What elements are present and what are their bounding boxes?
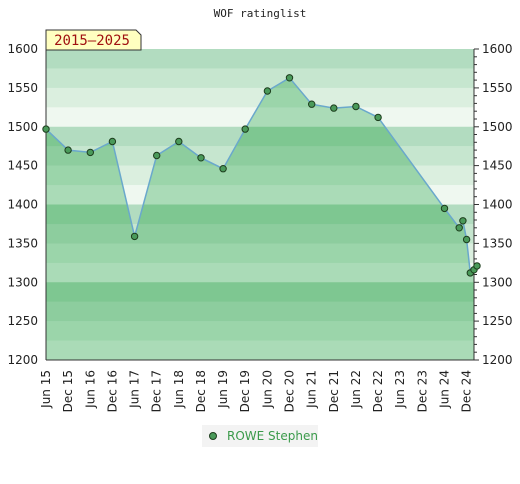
x-tick-label: Dec 21 bbox=[327, 370, 341, 412]
x-tick-label: Jun 24 bbox=[438, 370, 452, 409]
data-point bbox=[473, 262, 481, 270]
data-point bbox=[263, 87, 272, 95]
x-tick-label: Dec 15 bbox=[61, 370, 75, 412]
background-band bbox=[46, 49, 474, 69]
area-band bbox=[46, 282, 474, 302]
legend-box bbox=[202, 425, 318, 447]
area-band bbox=[46, 262, 474, 283]
x-tick-label: Dec 17 bbox=[150, 370, 164, 412]
x-tick-label: Dec 18 bbox=[194, 370, 208, 412]
data-point bbox=[440, 204, 449, 213]
x-tick-label: Dec 20 bbox=[283, 370, 297, 412]
data-point bbox=[175, 137, 183, 146]
data-point bbox=[462, 235, 471, 244]
x-tick-label: Dec 24 bbox=[460, 370, 474, 412]
x-tick-label: Jun 18 bbox=[172, 370, 186, 409]
data-point bbox=[285, 74, 294, 82]
data-point bbox=[153, 151, 161, 160]
period-badge: 2015–2025 bbox=[45, 29, 142, 51]
y-tick-label-right: 1200 bbox=[482, 353, 513, 367]
y-tick-label-left: 1400 bbox=[7, 198, 38, 212]
area-band bbox=[46, 223, 474, 244]
y-tick-label-left: 1450 bbox=[7, 159, 38, 173]
legend-label: ROWE Stephen bbox=[227, 429, 318, 443]
y-tick-label-left: 1200 bbox=[7, 353, 38, 367]
data-point bbox=[130, 232, 139, 241]
y-tick-label-left: 1550 bbox=[7, 81, 38, 95]
chart-title: WOF ratinglist bbox=[214, 7, 307, 20]
ticks-layer: 1200 1200 1250 1250 1300 1300 1350 1350 1400 1400… bbox=[7, 42, 512, 412]
x-tick-label: Jun 15 bbox=[39, 370, 53, 409]
points-layer bbox=[42, 74, 481, 277]
x-tick-label: Jun 17 bbox=[128, 370, 142, 409]
y-tick-label-right: 1250 bbox=[482, 314, 513, 328]
y-tick-label-left: 1500 bbox=[7, 120, 38, 134]
y-tick-label-right: 1600 bbox=[482, 42, 513, 56]
data-point bbox=[308, 100, 316, 108]
area-band bbox=[46, 204, 474, 225]
area-band bbox=[46, 165, 474, 186]
x-tick-label: Jun 20 bbox=[260, 370, 274, 409]
area-band bbox=[46, 243, 474, 264]
data-point bbox=[197, 154, 205, 162]
axes-layer bbox=[45, 48, 479, 361]
x-tick-label: Jun 22 bbox=[349, 370, 363, 409]
x-tick-label: Dec 16 bbox=[105, 370, 119, 412]
legend: ROWE Stephen bbox=[202, 425, 318, 447]
y-tick-label-right: 1350 bbox=[482, 236, 513, 250]
period-badge-shape bbox=[45, 29, 142, 51]
x-tick-label: Jun 16 bbox=[83, 370, 97, 409]
data-point bbox=[219, 165, 227, 173]
x-tick-label: Dec 22 bbox=[371, 370, 385, 412]
data-point bbox=[459, 217, 467, 225]
area-band bbox=[46, 340, 474, 361]
area-band bbox=[46, 301, 474, 322]
y-tick-label-right: 1500 bbox=[482, 120, 513, 134]
data-point bbox=[241, 125, 249, 133]
x-tick-label: Jun 19 bbox=[216, 370, 230, 409]
background-band bbox=[46, 68, 474, 89]
data-point bbox=[455, 224, 463, 232]
period-badge-text: 2015–2025 bbox=[54, 33, 130, 49]
data-point bbox=[64, 146, 72, 154]
y-tick-label-left: 1350 bbox=[7, 236, 38, 250]
y-tick-label-left: 1300 bbox=[7, 275, 38, 289]
legend-marker bbox=[209, 432, 217, 440]
y-tick-label-left: 1600 bbox=[7, 42, 38, 56]
area-band bbox=[46, 321, 474, 341]
y-tick-label-right: 1400 bbox=[482, 198, 513, 212]
y-tick-label-right: 1300 bbox=[482, 275, 513, 289]
data-point bbox=[108, 137, 117, 146]
data-point bbox=[86, 148, 95, 157]
area-band bbox=[46, 185, 474, 205]
x-tick-label: Dec 23 bbox=[415, 370, 429, 412]
background-band bbox=[46, 87, 474, 108]
data-point bbox=[352, 102, 360, 111]
y-tick-label-right: 1550 bbox=[482, 81, 513, 95]
x-tick-label: Jun 23 bbox=[393, 370, 407, 409]
y-tick-label-right: 1450 bbox=[482, 159, 513, 173]
x-tick-label: Jun 21 bbox=[305, 370, 319, 409]
data-point bbox=[374, 113, 382, 122]
y-tick-label-left: 1250 bbox=[7, 314, 38, 328]
x-tick-label: Dec 19 bbox=[238, 370, 252, 412]
data-point bbox=[330, 104, 338, 112]
data-point bbox=[42, 125, 50, 133]
